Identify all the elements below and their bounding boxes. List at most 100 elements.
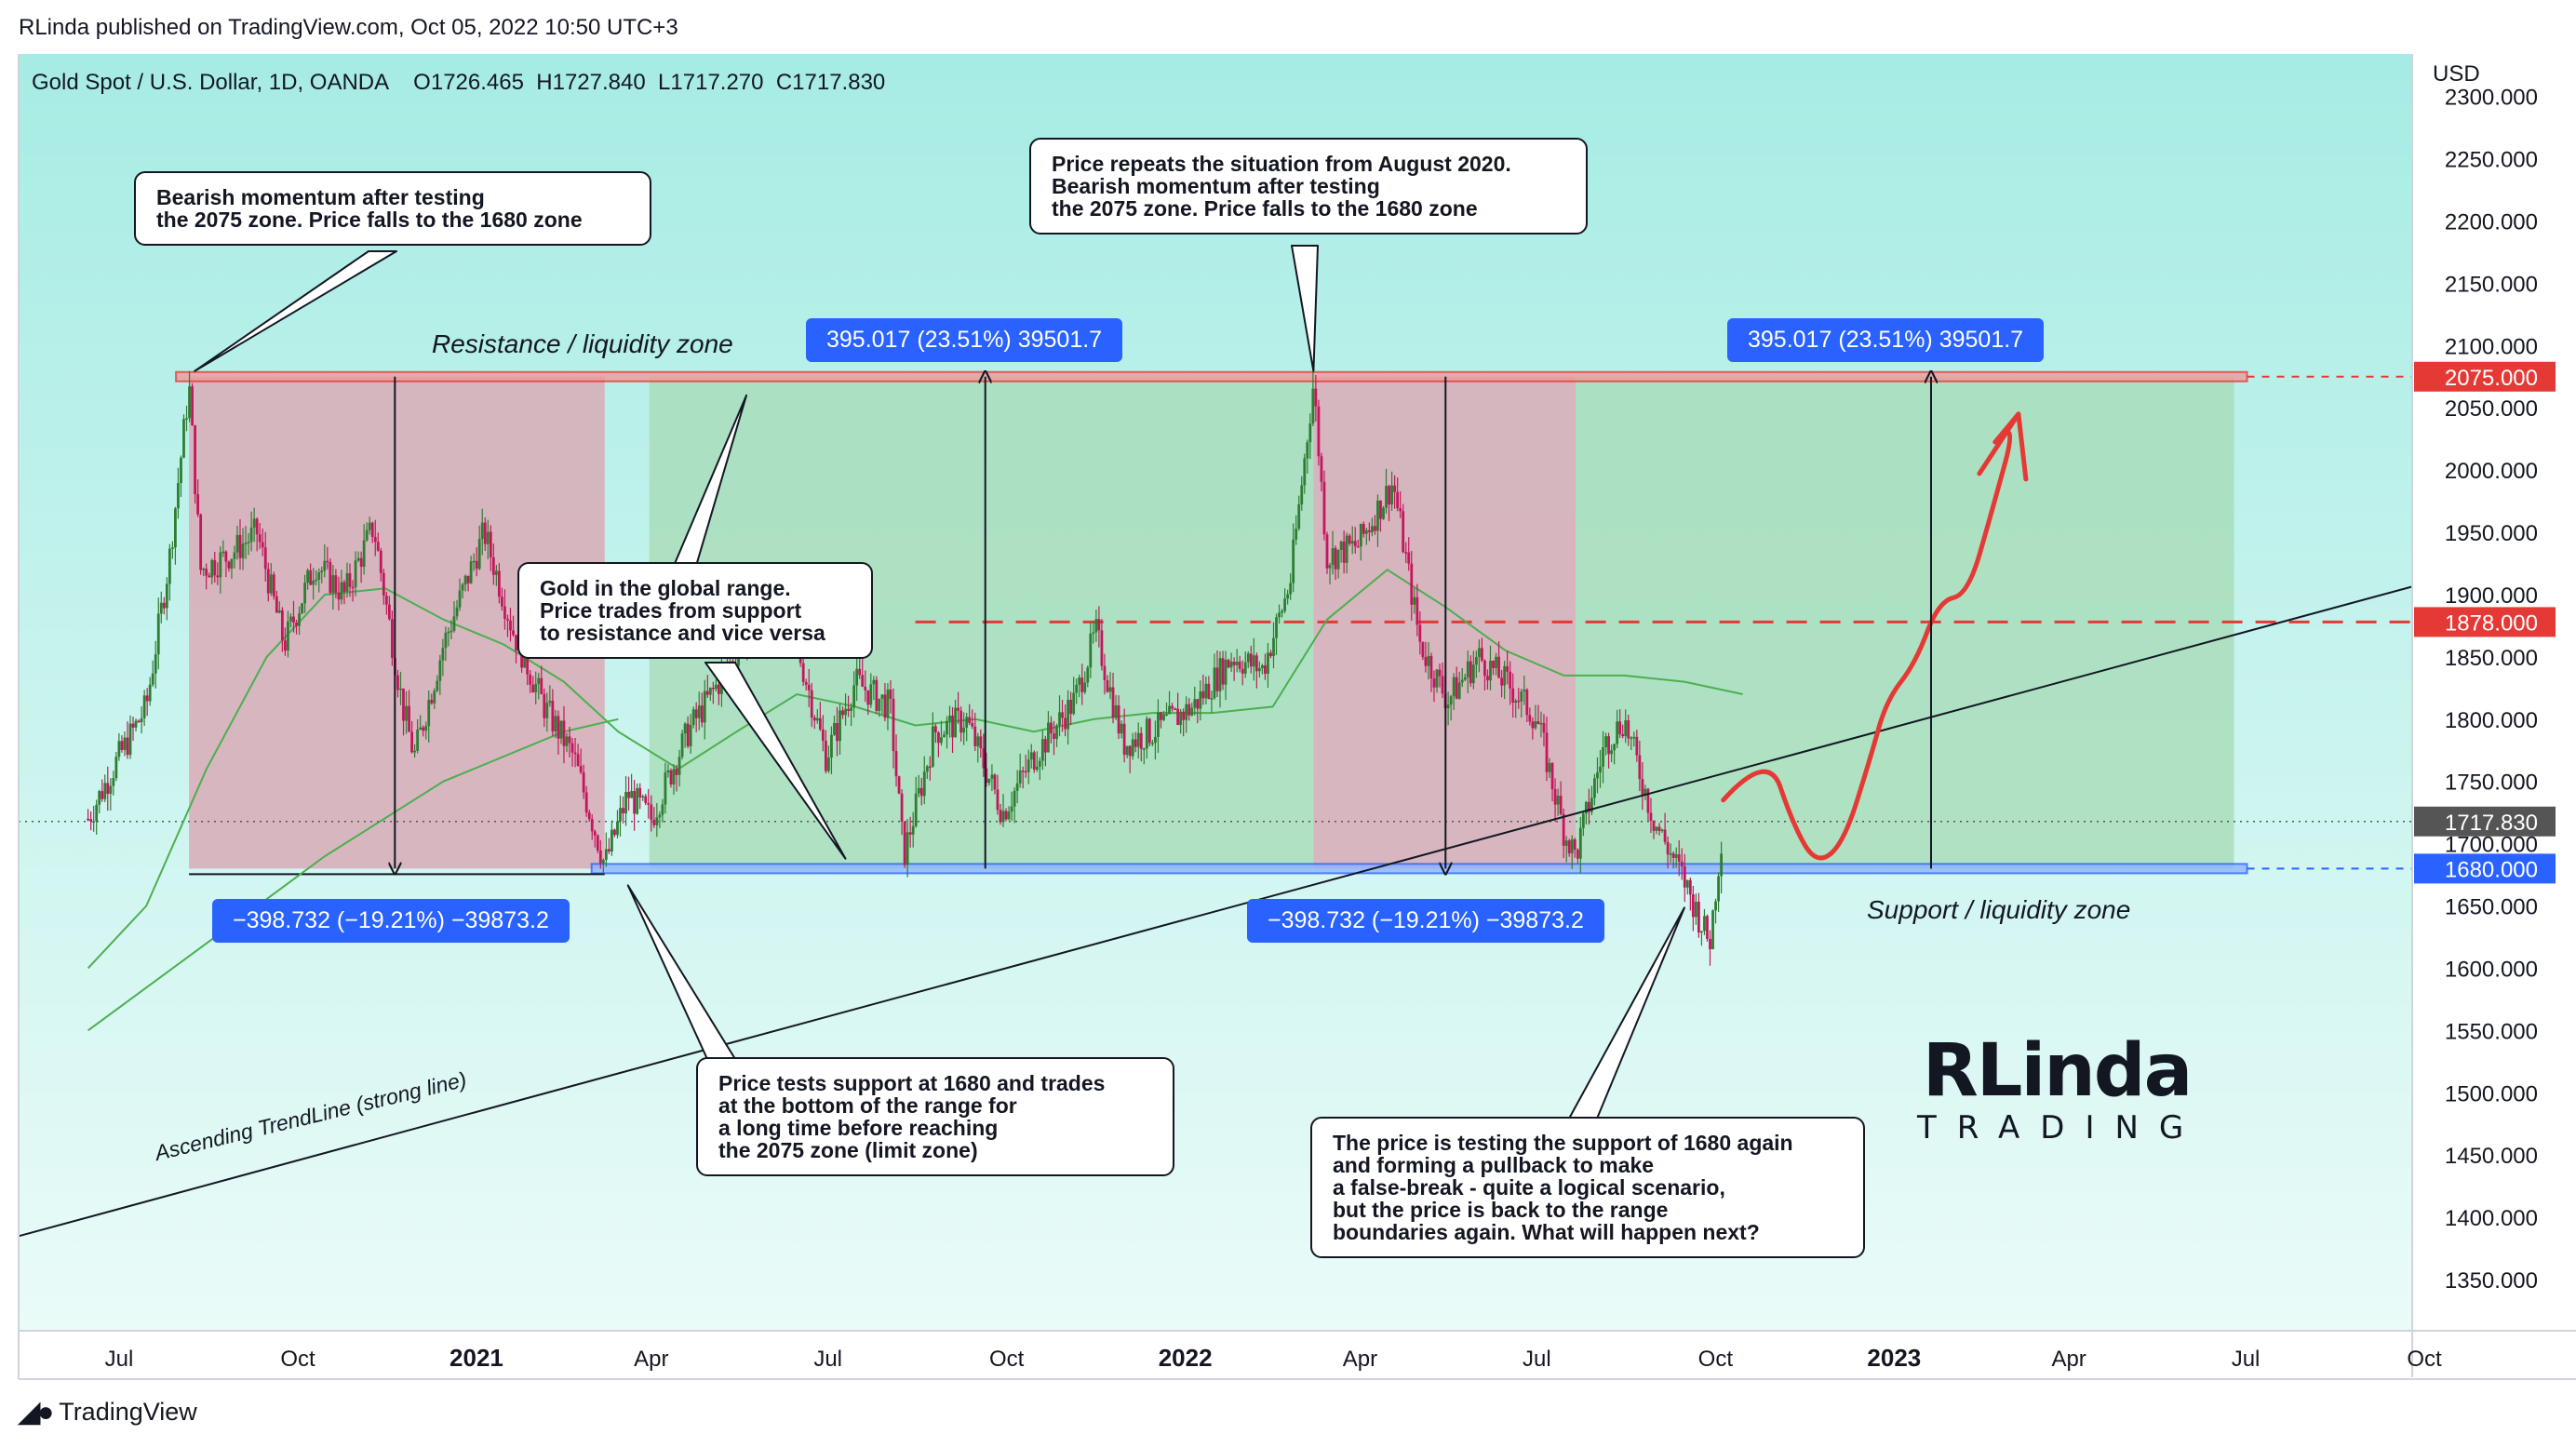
candle-body xyxy=(334,575,338,593)
candle-body xyxy=(1446,704,1450,709)
candle-body xyxy=(416,730,420,751)
candle-body xyxy=(1176,708,1180,726)
candle-body xyxy=(1117,704,1120,734)
candle-body xyxy=(1371,526,1374,532)
support-price-tag[interactable] xyxy=(2414,853,2556,884)
candle-body xyxy=(545,703,549,718)
candle-body xyxy=(1013,790,1016,807)
candle-body xyxy=(1452,677,1456,697)
candle-body xyxy=(1103,665,1107,680)
candle-body xyxy=(1492,661,1495,668)
candle-body xyxy=(875,679,879,711)
forecast-path[interactable] xyxy=(1721,411,2021,861)
last-price-tag[interactable] xyxy=(2414,806,2556,837)
candle-body xyxy=(1015,783,1019,791)
symbol-title[interactable]: Gold Spot / U.S. Dollar, 1D, OANDA xyxy=(32,70,388,95)
candle-body xyxy=(162,602,166,609)
candle-body xyxy=(976,736,980,746)
callout-pointers xyxy=(194,245,1685,1120)
candle-body xyxy=(872,679,876,685)
candle-body xyxy=(908,832,912,835)
candle-body xyxy=(1393,485,1397,492)
candle-body xyxy=(483,522,487,544)
candle-body xyxy=(1182,711,1186,720)
candle-body xyxy=(1415,597,1419,625)
candle-body xyxy=(847,708,850,711)
candle-body xyxy=(95,804,99,822)
candle-body xyxy=(1190,707,1194,716)
resistance-price-tag[interactable] xyxy=(2414,361,2556,392)
candle-body xyxy=(1142,748,1146,750)
candle-body xyxy=(529,674,532,685)
candle-body xyxy=(154,654,157,674)
candle-body xyxy=(1241,668,1244,674)
resistance-zone-label: Resistance / liquidity zone xyxy=(432,329,733,358)
candle-body xyxy=(700,705,704,723)
candle-body xyxy=(348,573,352,587)
candle-body xyxy=(205,569,208,576)
measure-label-up-1[interactable]: 395.017 (23.51%) 39501.7 xyxy=(806,318,1123,362)
candle-body xyxy=(622,808,624,814)
candle-body xyxy=(148,684,152,702)
candle-body xyxy=(1342,541,1346,563)
candle-body xyxy=(1421,641,1425,658)
candle-body xyxy=(1289,583,1293,595)
candle-body xyxy=(269,574,273,594)
candle-body xyxy=(1548,762,1551,772)
candle-body xyxy=(382,572,385,596)
candle-body xyxy=(266,569,270,594)
candle-body xyxy=(1160,712,1162,720)
candle-body xyxy=(384,595,388,605)
candle-body xyxy=(900,793,904,823)
ma-200-line[interactable] xyxy=(87,717,619,1032)
candle-body xyxy=(419,727,423,731)
tradingview-logo-icon[interactable]: ◢● xyxy=(19,1397,54,1428)
candle-body xyxy=(1235,661,1239,665)
candle-body xyxy=(1165,714,1168,716)
candle-body xyxy=(850,707,853,711)
candle-body xyxy=(410,731,413,753)
ascending-trendline[interactable] xyxy=(18,585,2413,1238)
price-tick-label: 2000.000 xyxy=(2445,459,2538,484)
candle-body xyxy=(370,522,374,537)
footer-brand[interactable]: TradingView xyxy=(59,1398,197,1426)
candle-body xyxy=(1649,812,1653,821)
candle-body xyxy=(1029,752,1033,760)
candle-body xyxy=(1331,548,1335,566)
candle-body xyxy=(1055,725,1058,739)
mid-level-price-tag[interactable] xyxy=(2414,607,2556,637)
resistance-zone-band[interactable] xyxy=(175,370,2248,382)
callout-global-range: Gold in the global range. Price trades f… xyxy=(517,562,873,659)
time-tick-label: 2022 xyxy=(1159,1344,1213,1372)
candle-body xyxy=(174,508,177,548)
support-zone-band[interactable] xyxy=(590,863,2248,875)
measure-label-down-2[interactable]: −398.732 (−19.21%) −39873.2 xyxy=(1247,899,1604,943)
candle-body xyxy=(812,717,816,721)
candle-body xyxy=(940,737,943,744)
candle-body xyxy=(990,774,994,779)
candle-body xyxy=(1666,841,1670,855)
candle-body xyxy=(145,695,149,702)
candle-body xyxy=(1150,743,1154,744)
candle-body xyxy=(540,677,543,694)
candle-body xyxy=(1525,690,1529,716)
mid-level-price-tag-label: 1878.000 xyxy=(2445,610,2538,636)
candle-body xyxy=(1596,772,1599,779)
measure-label-up-2[interactable]: 395.017 (23.51%) 39501.7 xyxy=(1727,318,2045,362)
ma-50-line[interactable] xyxy=(87,568,1743,970)
candle-body xyxy=(103,783,107,799)
candle-body xyxy=(987,778,991,784)
candle-body xyxy=(593,831,597,836)
candle-body xyxy=(965,717,969,728)
forecast-arrowhead xyxy=(1977,411,2029,482)
candle-body xyxy=(159,602,163,614)
candle-body xyxy=(678,757,681,775)
candle-body xyxy=(1576,850,1579,859)
candle-body xyxy=(866,690,870,705)
measure-label-down-1[interactable]: −398.732 (−19.21%) −39873.2 xyxy=(212,899,570,943)
candle-body xyxy=(590,819,594,832)
candle-body xyxy=(624,791,627,814)
candle-body xyxy=(196,494,200,515)
candle-body xyxy=(821,729,825,742)
